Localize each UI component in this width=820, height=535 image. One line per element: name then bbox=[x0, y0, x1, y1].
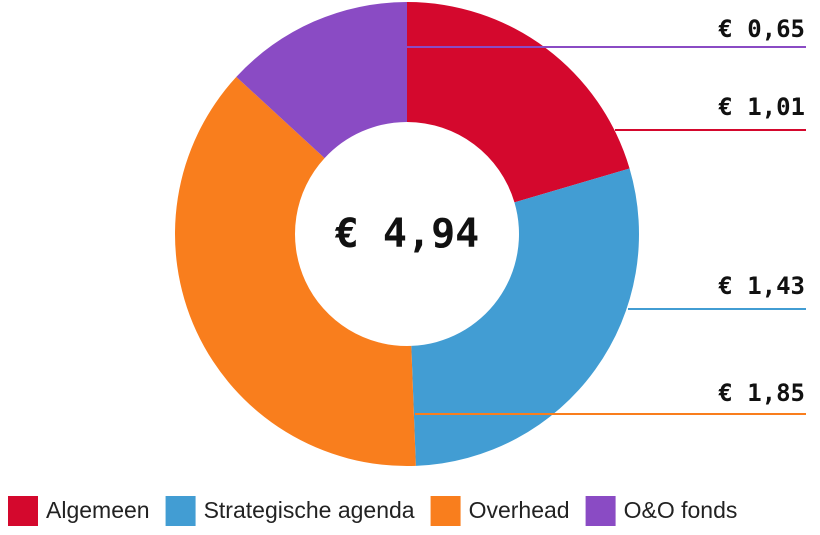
legend-swatch bbox=[8, 496, 38, 526]
legend-label: O&O fonds bbox=[624, 497, 738, 523]
donut-slice bbox=[411, 168, 639, 466]
legend-label: Overhead bbox=[469, 497, 570, 523]
value-label: € 1,85 bbox=[718, 379, 805, 407]
donut-slice bbox=[174, 76, 416, 466]
value-label: € 0,65 bbox=[718, 15, 805, 43]
slices bbox=[174, 2, 639, 466]
legend-label: Algemeen bbox=[46, 497, 150, 523]
donut-slice bbox=[407, 2, 630, 203]
value-label: € 1,43 bbox=[718, 272, 805, 300]
donut-slice bbox=[236, 2, 407, 159]
legend-swatch bbox=[430, 496, 461, 526]
value-label: € 1,01 bbox=[718, 93, 805, 121]
legend-swatch bbox=[585, 496, 616, 526]
center-label: € 4,94 bbox=[335, 211, 480, 257]
legend-swatch bbox=[165, 496, 196, 526]
legend-label: Strategische agenda bbox=[204, 497, 415, 523]
